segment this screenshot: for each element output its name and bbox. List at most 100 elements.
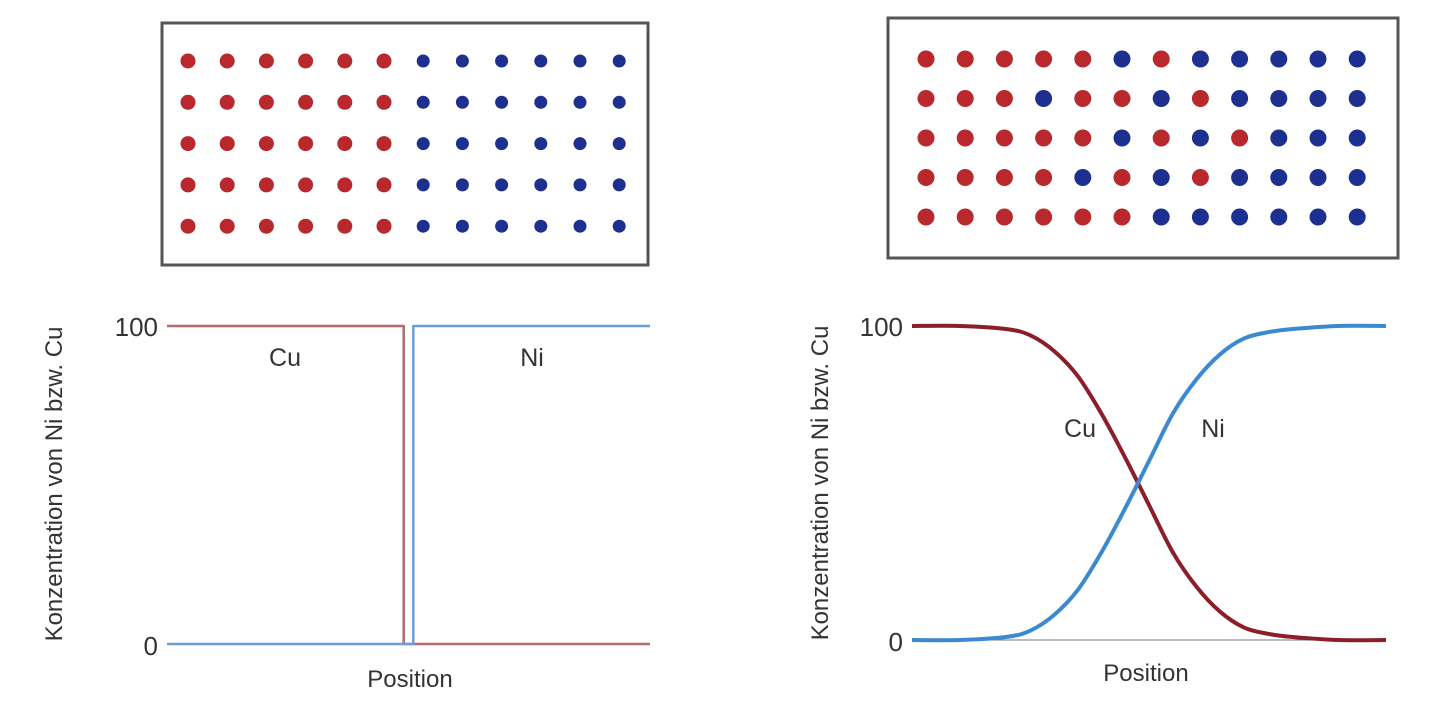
atom-ni-before-r3-c8 — [495, 178, 509, 192]
atom-cu-before-r2-c2 — [258, 136, 274, 152]
atom-cu-before-r2-c0 — [180, 136, 196, 152]
atom-cu-before-r3-c5 — [376, 177, 392, 193]
atom-ni-after-r1-c11 — [1348, 90, 1366, 107]
atom-ni-after-r0-c9 — [1270, 50, 1288, 68]
atom-cu-before-r0-c0 — [180, 53, 196, 69]
atom-cu-before-r3-c1 — [219, 177, 235, 193]
atom-cu-after-r0-c1 — [956, 50, 974, 68]
atom-ni-after-r0-c5 — [1113, 50, 1131, 68]
atom-ni-after-r0-c7 — [1191, 50, 1209, 68]
atom-cu-before-r4-c2 — [258, 218, 274, 234]
atom-cu-after-r1-c1 — [956, 90, 974, 107]
atom-cu-before-r3-c3 — [298, 177, 314, 193]
atom-cu-before-r0-c1 — [219, 53, 235, 69]
y-tick-100-after: 100 — [860, 312, 903, 342]
atom-cu-after-r3-c2 — [995, 169, 1013, 186]
atom-ni-before-r3-c11 — [612, 178, 626, 192]
chart-after — [911, 323, 1387, 643]
atom-ni-before-r0-c11 — [612, 54, 626, 68]
atom-ni-after-r3-c10 — [1309, 169, 1327, 186]
atom-ni-after-r4-c8 — [1231, 208, 1249, 226]
atom-cu-before-r4-c3 — [298, 218, 314, 234]
atom-ni-before-r2-c8 — [495, 137, 509, 151]
atom-cu-before-r1-c3 — [298, 94, 314, 110]
x-axis-label-before: Position — [367, 666, 452, 693]
y-tick-100-before: 100 — [115, 312, 158, 342]
atom-cu-after-r4-c3 — [1035, 208, 1053, 226]
atom-ni-after-r4-c9 — [1270, 208, 1288, 226]
atom-cu-after-r4-c5 — [1113, 208, 1131, 226]
series-label-cu-after: Cu — [1064, 415, 1096, 443]
lattice-after — [917, 50, 1366, 226]
atom-cu-before-r0-c4 — [337, 53, 353, 69]
atom-ni-after-r4-c11 — [1348, 208, 1366, 226]
atom-ni-before-r2-c6 — [416, 137, 430, 151]
atom-cu-before-r3-c2 — [258, 177, 274, 193]
atom-cu-before-r1-c5 — [376, 94, 392, 110]
atom-cu-before-r1-c1 — [219, 94, 235, 110]
atom-ni-before-r1-c7 — [455, 95, 469, 109]
atom-cu-after-r1-c4 — [1074, 90, 1092, 107]
atom-cu-after-r2-c1 — [956, 129, 974, 147]
atom-ni-after-r1-c3 — [1035, 90, 1053, 107]
atom-cu-before-r2-c5 — [376, 136, 392, 152]
atom-cu-before-r0-c3 — [298, 53, 314, 69]
atom-ni-after-r2-c10 — [1309, 129, 1327, 147]
atom-cu-after-r3-c0 — [917, 169, 935, 186]
atom-cu-before-r0-c2 — [258, 53, 274, 69]
atom-cu-after-r4-c1 — [956, 208, 974, 226]
atom-cu-before-r3-c0 — [180, 177, 196, 193]
atom-ni-before-r4-c11 — [612, 219, 626, 233]
atom-ni-before-r2-c11 — [612, 137, 626, 151]
series-line-ni-after — [911, 323, 1387, 643]
atom-ni-before-r2-c10 — [573, 137, 587, 151]
atom-ni-after-r2-c5 — [1113, 129, 1131, 147]
atom-cu-after-r2-c6 — [1152, 129, 1170, 147]
atom-ni-after-r2-c11 — [1348, 129, 1366, 147]
panel-before: 100 0 Position Konzentration von Ni bzw.… — [41, 21, 650, 693]
atom-ni-before-r4-c10 — [573, 219, 587, 233]
atom-cu-before-r1-c4 — [337, 94, 353, 110]
atom-ni-before-r4-c9 — [534, 219, 548, 233]
y-tick-0-after: 0 — [889, 627, 903, 657]
atom-cu-after-r3-c3 — [1035, 169, 1053, 186]
x-axis-label-after: Position — [1103, 660, 1188, 687]
lattice-frame-before — [160, 21, 650, 267]
atom-cu-before-r3-c4 — [337, 177, 353, 193]
atom-cu-after-r0-c3 — [1035, 50, 1053, 68]
atom-cu-after-r4-c2 — [995, 208, 1013, 226]
chart-before — [167, 324, 650, 646]
atom-cu-before-r4-c4 — [337, 218, 353, 234]
atom-cu-after-r0-c4 — [1074, 50, 1092, 68]
atom-ni-before-r3-c6 — [416, 178, 430, 192]
atom-cu-after-r0-c6 — [1152, 50, 1170, 68]
atom-cu-before-r4-c5 — [376, 218, 392, 234]
atom-ni-before-r0-c8 — [495, 54, 509, 68]
atom-ni-after-r1-c9 — [1270, 90, 1288, 107]
atom-ni-before-r0-c7 — [455, 54, 469, 68]
atom-ni-after-r1-c6 — [1152, 90, 1170, 107]
series-line-cu-after — [911, 323, 1387, 643]
atom-ni-before-r3-c9 — [534, 178, 548, 192]
y-axis-label-before: Konzentration von Ni bzw. Cu — [41, 327, 68, 642]
atom-cu-before-r1-c2 — [258, 94, 274, 110]
series-line-ni-before — [167, 324, 650, 646]
atom-ni-before-r3-c7 — [455, 178, 469, 192]
atom-ni-before-r3-c10 — [573, 178, 587, 192]
atom-cu-before-r2-c3 — [298, 136, 314, 152]
atom-cu-after-r2-c8 — [1231, 129, 1249, 147]
atom-cu-after-r3-c5 — [1113, 169, 1131, 186]
atom-ni-before-r0-c10 — [573, 54, 587, 68]
atom-cu-before-r4-c0 — [180, 218, 196, 234]
atom-ni-after-r0-c8 — [1231, 50, 1249, 68]
atom-cu-before-r2-c4 — [337, 136, 353, 152]
atom-ni-after-r2-c9 — [1270, 129, 1288, 147]
atom-cu-after-r4-c0 — [917, 208, 935, 226]
atom-ni-after-r0-c11 — [1348, 50, 1366, 68]
atom-ni-before-r2-c7 — [455, 137, 469, 151]
atom-ni-before-r1-c9 — [534, 95, 548, 109]
atom-cu-after-r1-c0 — [917, 90, 935, 107]
panel-after: 100 0 Position Konzentration von Ni bzw.… — [807, 16, 1400, 687]
atom-ni-after-r3-c4 — [1074, 169, 1092, 186]
atom-cu-before-r4-c1 — [219, 218, 235, 234]
